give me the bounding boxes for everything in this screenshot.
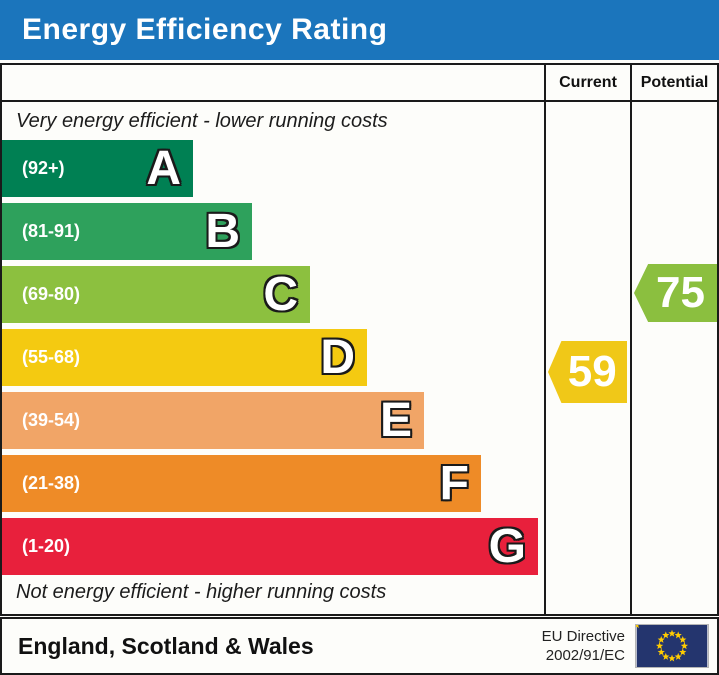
- potential-rating-value: 75: [656, 268, 705, 317]
- caption-very-efficient: Very energy efficient - lower running co…: [16, 109, 388, 132]
- current-rating-value: 59: [567, 347, 617, 396]
- band-letter: D: [320, 330, 355, 384]
- epc-chart: Very energy efficient - lower running co…: [0, 63, 719, 616]
- band-e: (39-54) E: [2, 392, 424, 449]
- column-header-potential: Potential: [632, 65, 717, 102]
- band-letter: F: [439, 456, 469, 510]
- band-g: (1-20) G: [2, 518, 538, 575]
- band-f: (21-38) F: [2, 455, 481, 512]
- eu-flag-icon: [635, 624, 709, 668]
- band-letter: B: [205, 204, 240, 258]
- page-title: Energy Efficiency Rating: [22, 13, 388, 46]
- band-letter: C: [263, 267, 298, 321]
- current-rating-marker: 59: [548, 341, 627, 403]
- band-range-label: (1-20): [22, 536, 71, 556]
- band-b: (81-91) B: [2, 203, 252, 260]
- band-letter: A: [146, 141, 181, 195]
- band-letter: G: [488, 519, 526, 573]
- column-header-current: Current: [546, 65, 630, 102]
- caption-not-efficient: Not energy efficient - higher running co…: [16, 581, 387, 603]
- band-column: Very energy efficient - lower running co…: [2, 65, 544, 614]
- band-range-label: (69-80): [22, 284, 81, 304]
- band-letter: E: [379, 393, 412, 447]
- band-range-label: (39-54): [22, 410, 81, 430]
- band-range-label: (81-91): [22, 221, 81, 241]
- potential-rating-marker: 75: [634, 264, 717, 322]
- band-c: (69-80) C: [2, 266, 310, 323]
- band-range-label: (21-38): [22, 473, 81, 493]
- current-column: Current 59: [544, 65, 630, 614]
- eu-directive-label: EU Directive 2002/91/EC: [541, 627, 625, 665]
- band-range-label: (92+): [22, 158, 65, 178]
- potential-column: Potential 75: [630, 65, 717, 614]
- band-d: (55-68) D: [2, 329, 367, 386]
- region-label: England, Scotland & Wales: [18, 632, 314, 659]
- footer: England, Scotland & Wales EU Directive 2…: [0, 617, 719, 675]
- title-bar: Energy Efficiency Rating: [0, 0, 719, 60]
- column-header-main: [2, 65, 544, 102]
- band-a: (92+) A: [2, 140, 193, 197]
- band-range-label: (55-68): [22, 347, 81, 367]
